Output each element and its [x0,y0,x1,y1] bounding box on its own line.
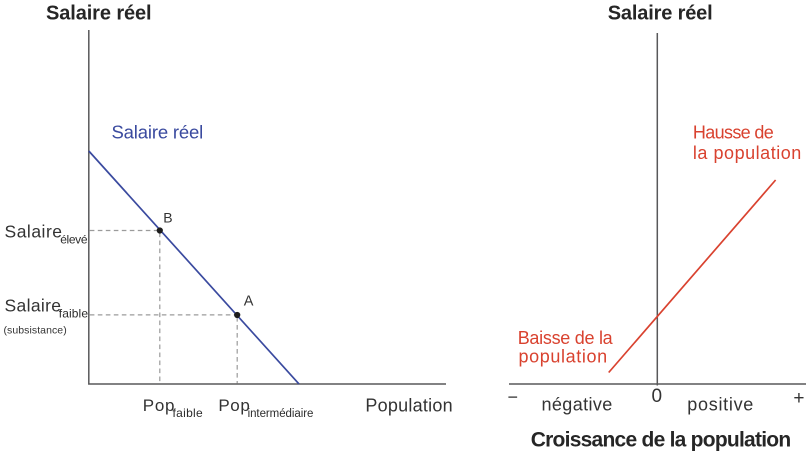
svg-text:faible: faible [173,406,204,420]
svg-text:+: + [793,388,804,409]
svg-text:Salaire: Salaire [5,296,62,316]
svg-text:(subsistance): (subsistance) [4,324,67,336]
svg-text:0: 0 [652,386,663,407]
svg-text:intermédiaire: intermédiaire [248,408,314,420]
svg-text:A: A [244,294,254,310]
svg-text:Salaire réel: Salaire réel [112,122,204,143]
svg-text:−: − [508,387,519,407]
svg-text:faible: faible [59,307,89,321]
svg-text:la population: la population [693,143,801,163]
svg-text:Salaire réel: Salaire réel [46,2,152,24]
svg-text:population: population [519,347,608,367]
svg-text:Salaire réel: Salaire réel [608,3,713,25]
svg-text:élevé: élevé [60,233,88,247]
svg-text:Hausse de: Hausse de [693,123,774,143]
svg-text:Population: Population [365,395,452,415]
svg-text:Salaire: Salaire [5,222,63,242]
svg-text:B: B [163,209,172,225]
svg-text:négative: négative [542,395,613,415]
svg-text:Pop: Pop [143,396,175,415]
svg-text:Baisse de la: Baisse de la [518,328,614,348]
svg-text:Pop: Pop [218,396,249,415]
svg-text:positive: positive [687,395,753,415]
svg-text:Croissance de la population: Croissance de la population [531,428,792,451]
